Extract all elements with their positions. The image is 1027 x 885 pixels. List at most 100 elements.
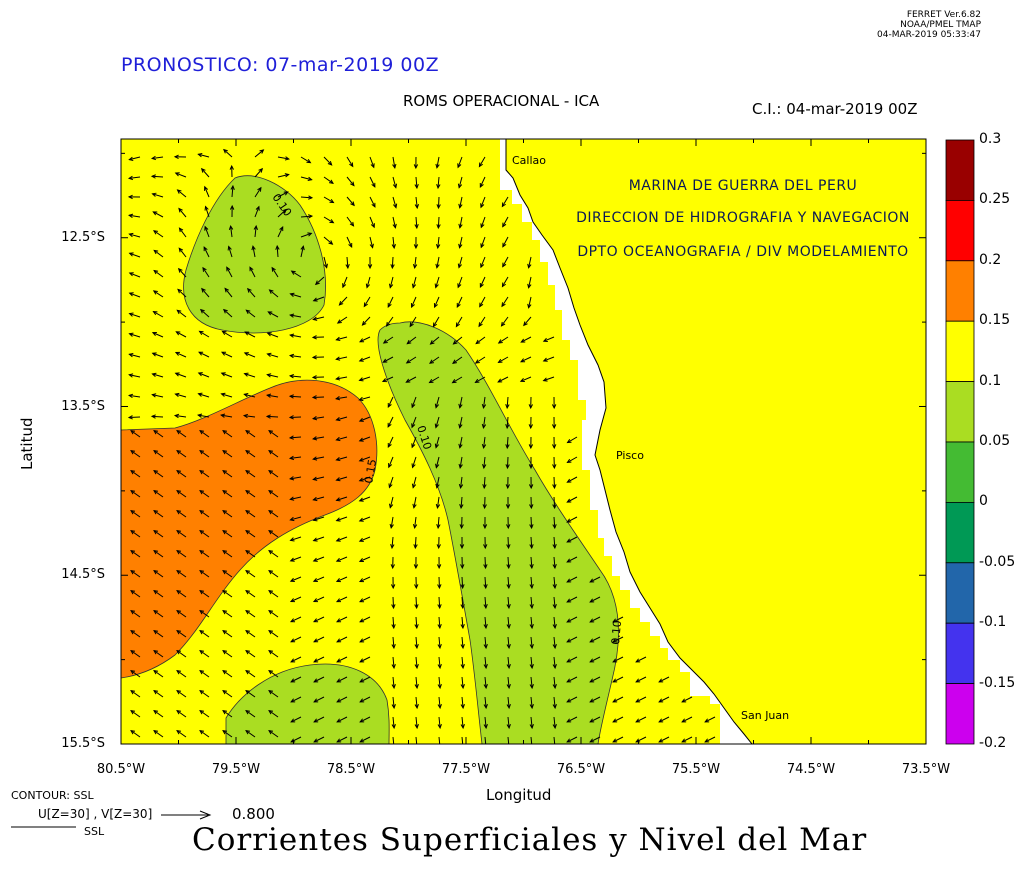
current-vector bbox=[153, 470, 164, 478]
current-vector-head bbox=[542, 337, 548, 342]
current-vector bbox=[484, 716, 487, 728]
current-vector-head bbox=[429, 340, 435, 345]
vector-scale-arrow-head bbox=[199, 810, 212, 820]
current-vector-head bbox=[482, 504, 487, 510]
current-vector-head bbox=[243, 372, 249, 377]
current-vector-head bbox=[658, 698, 664, 703]
current-vector-head bbox=[704, 718, 710, 723]
current-vector bbox=[359, 356, 371, 362]
current-vector-head bbox=[507, 744, 510, 748]
current-vector bbox=[392, 716, 395, 728]
ssl-band-orange bbox=[121, 379, 378, 679]
current-vector-head bbox=[243, 352, 249, 357]
current-vector-head bbox=[268, 509, 274, 515]
current-vector bbox=[130, 450, 141, 458]
y-tick-label: 14.5°S bbox=[61, 567, 105, 582]
current-vector bbox=[290, 496, 302, 500]
current-vector bbox=[520, 356, 532, 363]
current-vector bbox=[460, 476, 463, 488]
current-vector bbox=[222, 630, 233, 638]
current-vector-head bbox=[589, 698, 595, 703]
current-vectors bbox=[127, 148, 716, 748]
current-vector bbox=[313, 476, 325, 480]
current-vector-head bbox=[268, 609, 274, 615]
current-vector bbox=[507, 596, 510, 609]
current-vector bbox=[221, 393, 233, 398]
current-vector bbox=[482, 416, 486, 428]
current-vector-head bbox=[566, 458, 572, 463]
current-vector-head bbox=[335, 497, 341, 502]
current-vector bbox=[336, 636, 348, 643]
current-vector-head bbox=[328, 179, 334, 184]
current-vector-head bbox=[428, 378, 434, 384]
current-vector bbox=[553, 616, 556, 628]
current-vector bbox=[461, 576, 464, 589]
current-vector-head bbox=[528, 484, 534, 490]
current-vector bbox=[199, 430, 210, 438]
current-vector bbox=[566, 636, 578, 643]
current-vector bbox=[153, 590, 164, 598]
current-vector-head bbox=[478, 162, 484, 168]
current-vector bbox=[313, 656, 325, 663]
current-vector-head bbox=[201, 287, 206, 293]
current-vector bbox=[199, 570, 210, 578]
current-vector-head bbox=[437, 624, 442, 630]
current-vector-head bbox=[266, 373, 272, 378]
current-vector bbox=[392, 656, 395, 668]
current-vector bbox=[437, 196, 440, 209]
current-vector bbox=[130, 630, 141, 638]
current-vector bbox=[392, 616, 395, 629]
current-vector-head bbox=[202, 266, 207, 272]
current-vector-head bbox=[460, 624, 465, 630]
current-vector-head bbox=[459, 544, 465, 550]
current-vector-head bbox=[289, 333, 295, 338]
current-vector bbox=[543, 336, 555, 342]
current-vector bbox=[507, 696, 510, 708]
current-vector bbox=[612, 656, 624, 663]
current-vector bbox=[455, 316, 463, 327]
current-vector-head bbox=[371, 202, 376, 208]
current-vector-head bbox=[224, 287, 229, 293]
colorbar-swatch bbox=[945, 501, 975, 564]
current-vector bbox=[199, 590, 210, 598]
current-vector-head bbox=[268, 529, 274, 535]
current-vector bbox=[342, 276, 348, 288]
current-vector bbox=[153, 311, 164, 318]
ferret-lab: NOAA/PMEL TMAP bbox=[900, 20, 981, 30]
current-vector-head bbox=[480, 203, 485, 209]
current-vector-head bbox=[245, 469, 251, 475]
current-vector bbox=[153, 211, 164, 218]
current-vector bbox=[323, 196, 334, 204]
current-vector bbox=[152, 332, 164, 338]
current-vector bbox=[336, 596, 348, 603]
colorbar-swatch bbox=[945, 381, 975, 443]
current-vector bbox=[130, 650, 141, 658]
current-vector-head bbox=[222, 469, 228, 475]
current-vector-head bbox=[127, 175, 134, 181]
current-vector bbox=[290, 736, 302, 743]
current-vector bbox=[336, 656, 348, 663]
current-vector bbox=[459, 236, 463, 248]
current-vector bbox=[478, 316, 486, 327]
current-vector bbox=[553, 476, 556, 489]
y-tick-label: 13.5°S bbox=[61, 399, 105, 414]
current-vector-head bbox=[358, 517, 364, 522]
current-vector bbox=[406, 356, 417, 364]
current-vector bbox=[412, 276, 417, 288]
current-vector bbox=[438, 616, 441, 629]
current-vector-head bbox=[385, 321, 391, 327]
current-vector-head bbox=[176, 449, 182, 455]
current-vector bbox=[323, 216, 334, 224]
current-vector-head bbox=[335, 517, 341, 522]
current-vector-head bbox=[229, 204, 235, 210]
current-vector bbox=[411, 396, 417, 408]
current-vector bbox=[502, 256, 509, 267]
current-vector bbox=[635, 736, 647, 743]
current-vector bbox=[543, 356, 555, 362]
current-vector bbox=[222, 570, 233, 578]
current-vector-head bbox=[359, 678, 365, 683]
current-vector-head bbox=[229, 164, 234, 170]
current-vector-head bbox=[199, 529, 205, 535]
current-vector-head bbox=[528, 404, 533, 410]
current-vector-head bbox=[457, 163, 462, 169]
